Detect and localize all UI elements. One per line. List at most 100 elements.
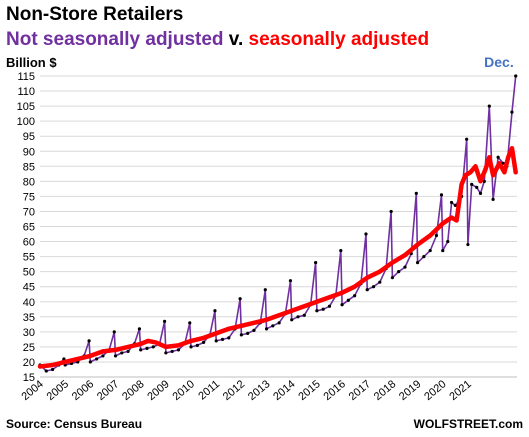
x-tick-label: 2019 <box>397 378 423 403</box>
nsa-data-point <box>365 288 369 292</box>
nsa-data-point <box>403 265 407 269</box>
nsa-data-point <box>390 276 395 280</box>
nsa-data-point <box>346 298 350 302</box>
nsa-data-point <box>126 349 130 354</box>
nsa-data-point <box>189 345 193 349</box>
nsa-data-point <box>88 360 92 364</box>
nsa-data-point <box>478 191 483 195</box>
y-tick-label: 45 <box>23 282 35 294</box>
nsa-data-point <box>271 324 275 328</box>
x-tick-label: 2011 <box>196 378 222 402</box>
x-tick-label: 2017 <box>347 378 373 403</box>
nsa-data-point <box>378 280 382 284</box>
nsa-data-point <box>327 304 332 308</box>
nsa-data-point <box>164 351 168 355</box>
y-tick-label: 70 <box>23 206 35 218</box>
y-tick-label: 110 <box>17 86 35 98</box>
chart-subtitle: Not seasonally adjusted v. seasonally ad… <box>6 29 429 51</box>
nsa-data-point <box>202 340 206 344</box>
nsa-data-point <box>288 279 293 283</box>
nsa-data-point <box>414 191 418 195</box>
nsa-data-point <box>170 349 174 354</box>
nsa-data-point <box>139 348 143 352</box>
source-note: Source: Census Bureau <box>6 417 143 431</box>
nsa-data-point <box>364 232 368 236</box>
nsa-data-point <box>162 319 167 323</box>
x-tick-label: 2018 <box>372 378 398 403</box>
nsa-data-point <box>449 200 454 205</box>
nsa-data-point <box>44 369 48 373</box>
nsa-data-point <box>137 327 142 331</box>
y-tick-label: 75 <box>23 191 35 203</box>
nsa-data-point <box>252 328 256 332</box>
nsa-data-point <box>466 242 470 247</box>
nsa-data-point <box>145 346 149 351</box>
nsa-data-point <box>389 209 393 214</box>
y-tick-label: 100 <box>17 116 35 128</box>
series-lines <box>37 74 518 373</box>
y-tick-label: 15 <box>23 372 35 384</box>
x-tick-label: 2021 <box>447 378 473 403</box>
nsa-data-point <box>491 197 495 202</box>
sa-series-line <box>37 145 518 369</box>
nsa-data-point <box>263 288 267 292</box>
y-tick-label: 20 <box>23 357 35 369</box>
nsa-data-point <box>264 327 269 331</box>
y-tick-label: 90 <box>23 146 35 158</box>
y-tick-label: 80 <box>23 176 35 188</box>
nsa-data-point <box>397 270 401 274</box>
nsa-data-point <box>482 179 486 183</box>
nsa-data-point <box>314 261 318 265</box>
y-axis-label: Billion $ <box>6 55 57 70</box>
x-tick-label: 2005 <box>45 378 71 403</box>
x-tick-label: 2015 <box>296 378 322 403</box>
nsa-data-point <box>453 203 457 208</box>
nsa-data-point <box>339 248 343 253</box>
nsa-data-point <box>302 313 306 317</box>
nsa-data-point <box>113 354 118 358</box>
y-tick-label: 85 <box>23 161 35 173</box>
nsa-data-point <box>487 104 491 108</box>
nsa-data-point <box>296 315 300 319</box>
nsa-data-point <box>353 294 357 298</box>
nsa-data-point <box>496 155 500 159</box>
nsa-data-point <box>434 233 439 238</box>
x-tick-label: 2014 <box>271 378 297 403</box>
x-tick-label: 2012 <box>221 378 247 403</box>
nsa-data-point <box>428 248 432 253</box>
y-tick-label: 95 <box>23 131 35 143</box>
brand-label: WOLFSTREET.com <box>413 417 523 431</box>
x-tick-label: 2016 <box>322 378 348 403</box>
nsa-data-point <box>112 330 116 334</box>
nsa-data-point <box>470 182 474 186</box>
nsa-data-point <box>340 303 344 307</box>
y-tick-label: 55 <box>23 252 35 264</box>
x-tick-label: 2008 <box>120 378 146 403</box>
nsa-data-point <box>510 110 514 114</box>
x-tick-label: 2009 <box>145 378 171 403</box>
nsa-data-point <box>439 193 444 197</box>
x-tick-label: 2007 <box>95 378 121 403</box>
nsa-data-point <box>87 339 91 343</box>
nsa-data-point <box>465 137 469 141</box>
chart-title: Non-Store Retailers <box>6 4 184 25</box>
y-tick-label: 35 <box>23 312 35 324</box>
nsa-data-point <box>441 248 445 253</box>
nsa-data-point <box>195 343 199 347</box>
nsa-data-point <box>239 333 243 337</box>
dec-annotation: Dec. <box>484 54 514 70</box>
nsa-data-point <box>246 331 250 335</box>
nsa-data-point <box>227 336 231 340</box>
nsa-data-point <box>277 321 281 325</box>
x-tick-label: 2013 <box>246 378 272 403</box>
nsa-data-point <box>214 339 218 343</box>
nsa-data-point <box>50 367 55 372</box>
nsa-data-point <box>371 285 376 289</box>
y-tick-label: 50 <box>23 267 35 279</box>
nsa-data-point <box>321 307 325 311</box>
y-tick-label: 60 <box>23 237 35 249</box>
gridlines <box>40 75 517 378</box>
subtitle-sa-label: seasonally adjusted <box>248 29 430 50</box>
nsa-data-point <box>101 354 105 358</box>
